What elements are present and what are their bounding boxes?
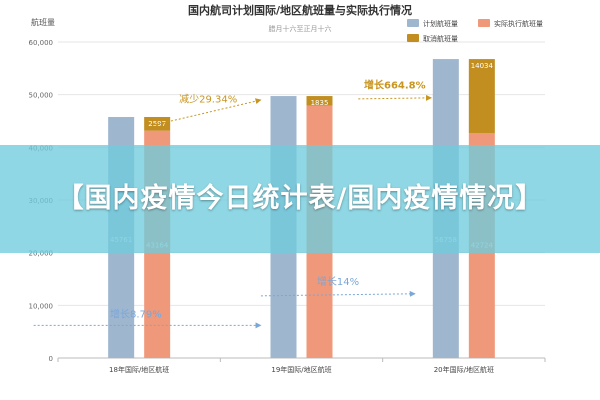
x-tick-label: 19年国际/地区航班 <box>271 365 331 374</box>
y-tick-label: 50,000 <box>29 92 54 100</box>
annotation-label: 增长8.79% <box>110 307 162 320</box>
legend-swatch <box>407 34 419 42</box>
y-tick-label: 0 <box>49 355 53 363</box>
annotation-label: 减少29.34% <box>179 93 237 105</box>
headline-banner: 【国内疫情今日统计表/国内疫情情况】 <box>0 145 600 253</box>
data-label-cancelled: 14034 <box>471 62 494 70</box>
data-label-cancelled: 1835 <box>311 99 329 107</box>
y-tick-label: 10,000 <box>29 302 54 310</box>
bar-cancelled <box>306 96 333 106</box>
annotation-layer: 减少29.34% 增长664.8% 增长8.79% 增长14% <box>33 78 432 329</box>
y-tick-label: 60,000 <box>29 39 54 47</box>
y-axis-label: 航班量 <box>31 17 55 27</box>
bar-cancelled <box>468 59 495 133</box>
legend-label: 实际执行航班量 <box>494 19 543 28</box>
chart-title: 国内航司计划国际/地区航班量与实际执行情况 <box>188 3 412 17</box>
x-tick-label: 18年国际/地区航班 <box>109 365 169 374</box>
chart-subtitle: 腊月十六至正月十六 <box>269 24 332 33</box>
legend-label: 计划航班量 <box>423 19 458 28</box>
annotation-arrow <box>358 94 432 101</box>
annotation-arrow <box>260 290 416 297</box>
annotation-label: 增长664.8% <box>364 78 426 91</box>
annotation-label: 增长14% <box>317 275 359 288</box>
legend-swatch <box>478 19 490 27</box>
x-tick-label: 20年国际/地区航班 <box>434 365 494 374</box>
legend-swatch <box>407 19 419 27</box>
y-tick-label: 20,000 <box>29 250 54 258</box>
legend-label: 取消航班量 <box>423 34 458 43</box>
headline-text: 【国内疫情今日统计表/国内疫情情况】 <box>56 183 544 214</box>
